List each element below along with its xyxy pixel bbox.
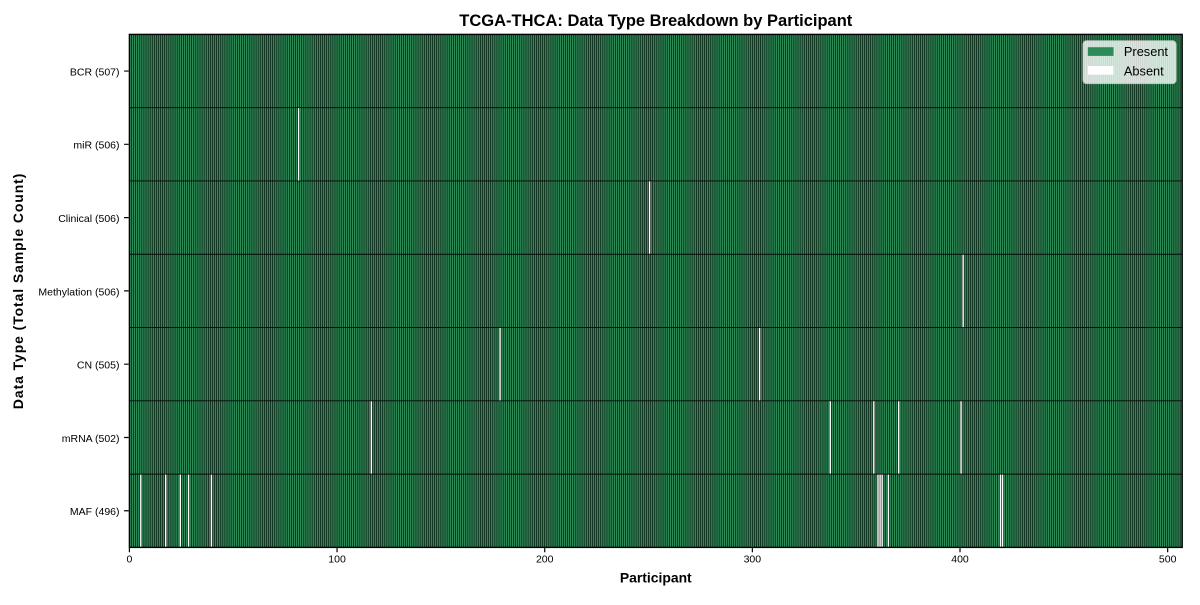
- svg-text:miR (506): miR (506): [73, 140, 119, 152]
- svg-text:100: 100: [328, 554, 346, 566]
- svg-text:Participant: Participant: [620, 570, 692, 586]
- svg-text:0: 0: [126, 554, 132, 566]
- svg-text:Present: Present: [1124, 44, 1169, 59]
- svg-text:MAF (496): MAF (496): [70, 506, 120, 518]
- svg-text:mRNA (502): mRNA (502): [62, 433, 120, 445]
- svg-text:CN (505): CN (505): [77, 360, 120, 372]
- svg-text:400: 400: [951, 554, 969, 566]
- svg-text:Absent: Absent: [1124, 63, 1164, 78]
- svg-text:Data Type (Total Sample Count): Data Type (Total Sample Count): [10, 173, 26, 409]
- svg-text:Methylation (506): Methylation (506): [38, 286, 119, 298]
- svg-text:200: 200: [536, 554, 554, 566]
- svg-text:500: 500: [1159, 554, 1177, 566]
- svg-text:BCR (507): BCR (507): [70, 66, 120, 78]
- svg-text:300: 300: [744, 554, 762, 566]
- svg-text:Clinical (506): Clinical (506): [58, 213, 119, 225]
- svg-text:TCGA-THCA: Data Type Breakdown: TCGA-THCA: Data Type Breakdown by Partic…: [459, 12, 853, 30]
